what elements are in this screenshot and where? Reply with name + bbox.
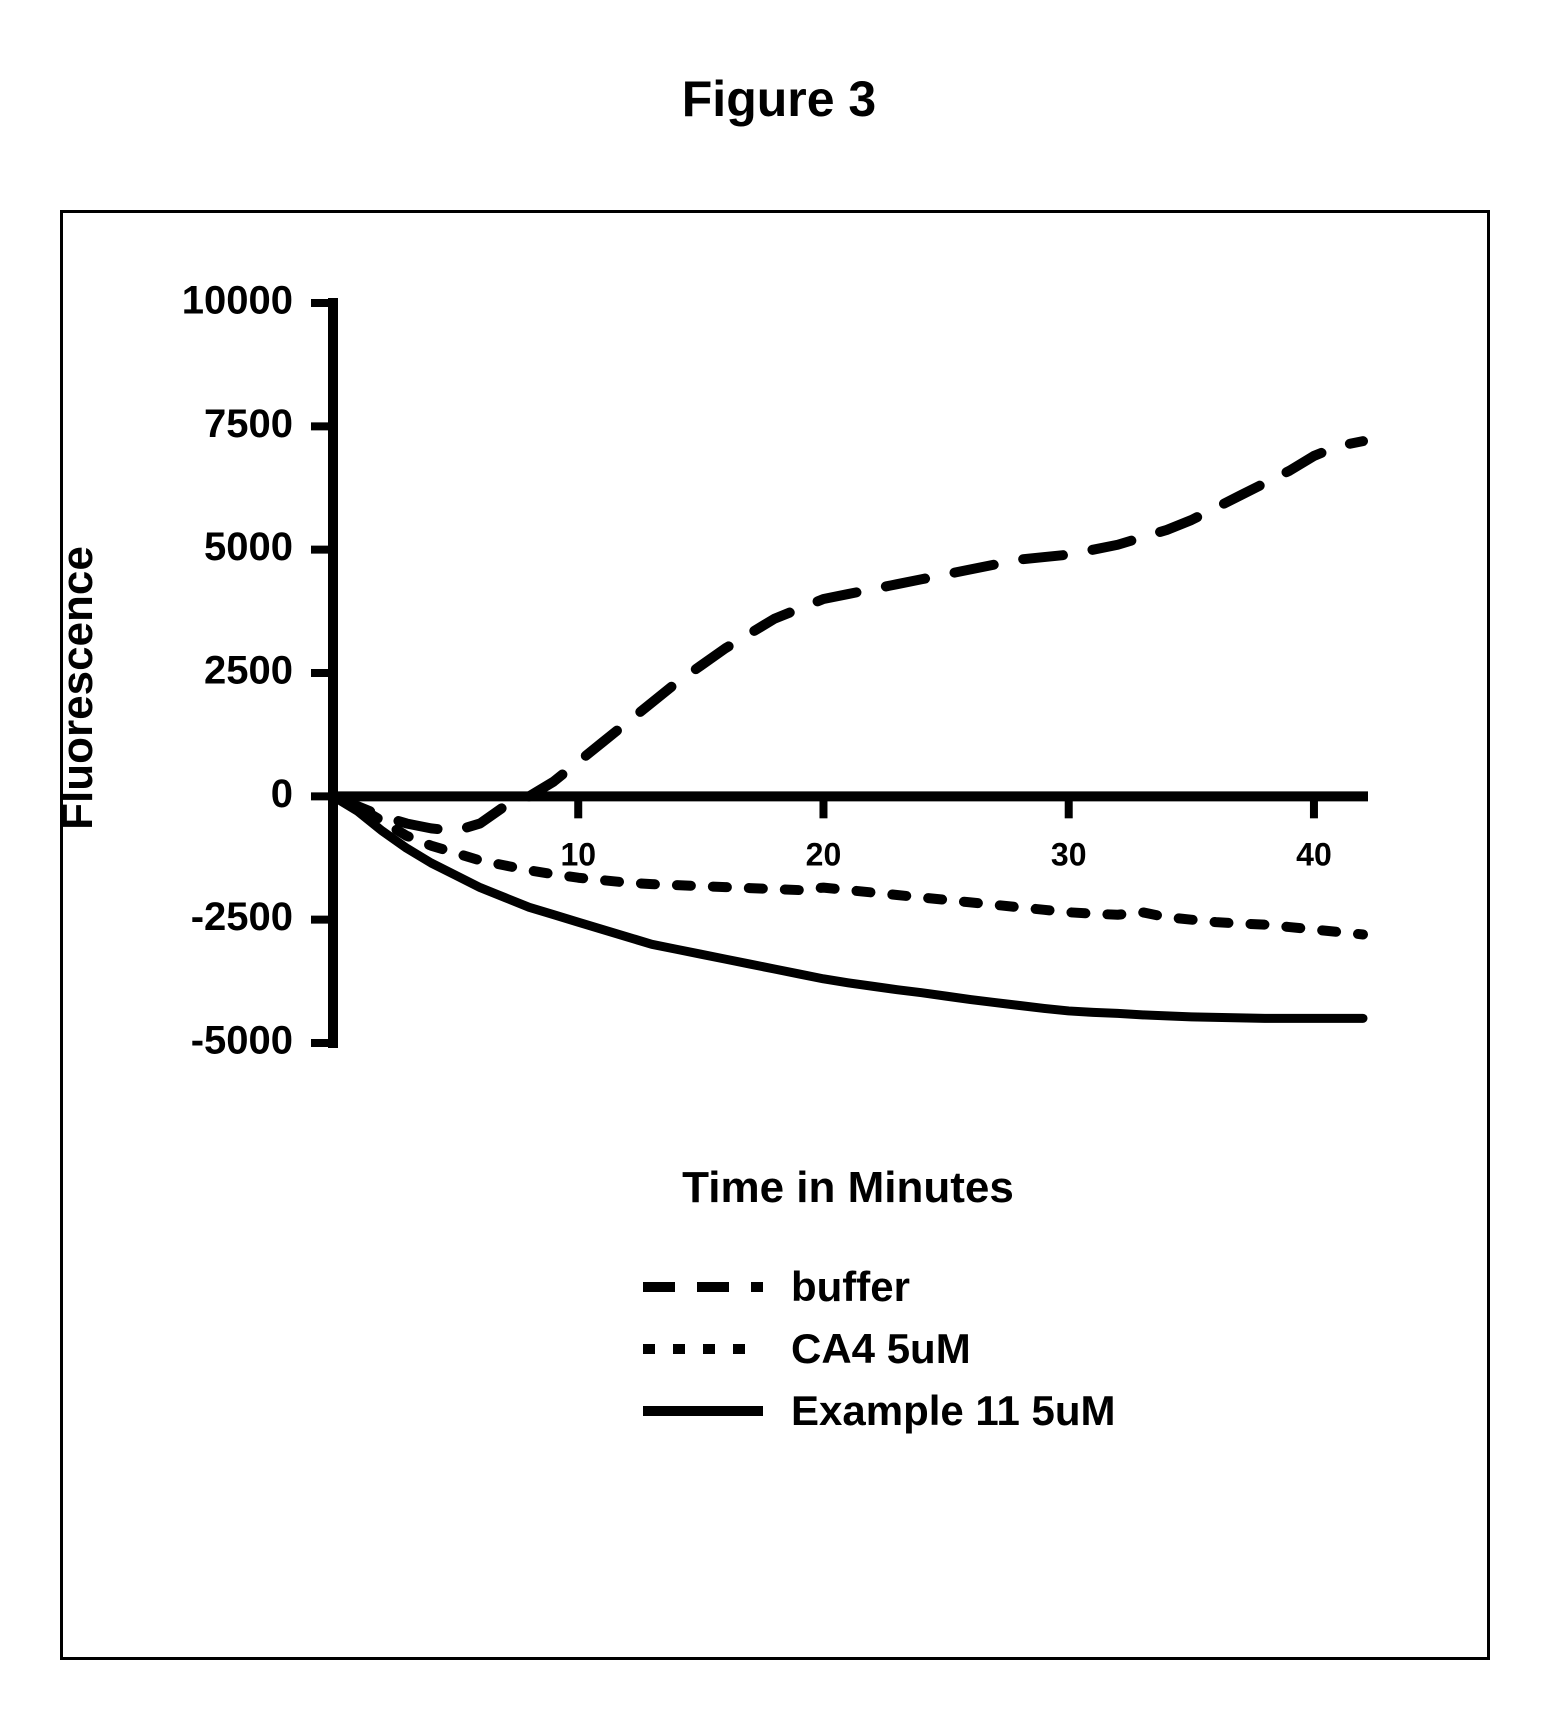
svg-text:-2500: -2500 xyxy=(191,895,293,939)
legend: buffer CA4 5uM Example 11 5uM xyxy=(643,1263,1116,1449)
series-ex11 xyxy=(333,796,1363,1018)
svg-text:20: 20 xyxy=(806,837,842,873)
y-axis-label: Fluorescence xyxy=(53,546,103,830)
svg-text:10000: 10000 xyxy=(182,279,293,323)
svg-text:10: 10 xyxy=(560,837,596,873)
x-axis-label: Time in Minutes xyxy=(682,1163,1014,1213)
svg-text:5000: 5000 xyxy=(204,525,293,569)
legend-item-ca4: CA4 5uM xyxy=(643,1325,1116,1373)
chart-panel: Fluorescence -5000-250002500500075001000… xyxy=(60,210,1490,1660)
legend-item-ex11: Example 11 5uM xyxy=(643,1387,1116,1435)
svg-text:2500: 2500 xyxy=(204,649,293,693)
svg-text:40: 40 xyxy=(1296,837,1332,873)
svg-text:-5000: -5000 xyxy=(191,1019,293,1063)
legend-label-buffer: buffer xyxy=(791,1263,910,1311)
legend-item-buffer: buffer xyxy=(643,1263,1116,1311)
legend-label-ca4: CA4 5uM xyxy=(791,1325,971,1373)
line-chart: -5000 -2500 0 2500 5000 7500 10000 10 20 30 40 xyxy=(113,263,1403,1143)
legend-swatch-ex11 xyxy=(643,1391,763,1431)
legend-swatch-buffer xyxy=(643,1267,763,1307)
series-buffer xyxy=(333,441,1363,831)
figure-title: Figure 3 xyxy=(682,70,876,128)
svg-text:7500: 7500 xyxy=(204,402,293,446)
page: Figure 3 Fluorescence -5000 -2500 0 2500 500… xyxy=(0,0,1558,1720)
legend-swatch-ca4 xyxy=(643,1329,763,1369)
svg-text:30: 30 xyxy=(1051,837,1087,873)
svg-text:0: 0 xyxy=(271,772,293,816)
legend-label-ex11: Example 11 5uM xyxy=(791,1387,1116,1435)
